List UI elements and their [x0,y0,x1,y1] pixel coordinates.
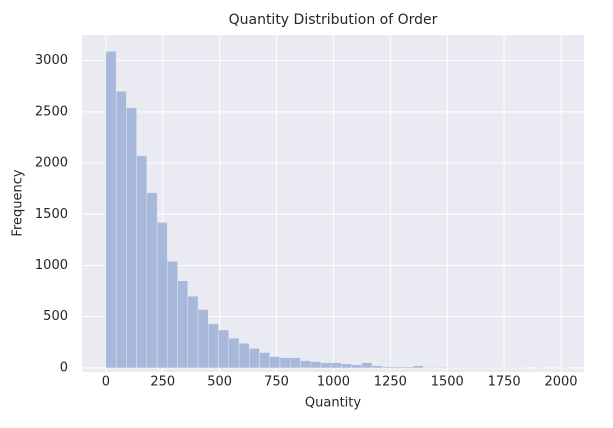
bar [392,366,404,369]
y-axis-label: Frequency [11,169,26,236]
bar [330,362,342,369]
y-tick-label: 3000 [35,53,68,68]
bar [146,192,158,369]
chart-title: Quantity Distribution of Order [229,12,438,28]
bar [279,357,291,369]
bar [310,361,322,369]
bar [300,360,311,369]
bar [423,367,434,369]
y-tick-label: 1500 [35,207,68,222]
bar [126,107,137,369]
bar [156,222,168,369]
bar [341,363,352,369]
bar [269,356,281,369]
bar [177,280,189,369]
x-tick-label: 1500 [431,375,464,390]
bar [361,362,373,369]
x-tick-label: 1000 [317,375,350,390]
x-tick-label: 500 [207,375,232,390]
bar [259,352,270,369]
bar [290,357,301,369]
bar [197,309,209,369]
y-tick-label: 1000 [35,258,68,273]
bar [433,367,445,369]
bar [167,261,178,369]
y-tick-label: 2000 [35,156,68,171]
x-tick-label: 2000 [544,375,577,390]
y-tick-label: 500 [43,309,68,324]
bar [115,91,127,369]
y-tick-label: 0 [60,360,68,375]
x-tick-label: 0 [102,375,110,390]
x-tick-label: 250 [150,375,175,390]
bar [402,366,414,369]
bar [228,337,240,369]
bar [351,364,363,369]
x-tick-label: 1250 [374,375,407,390]
bar [320,362,332,369]
bar [105,51,117,369]
bar [371,365,383,369]
bar [208,323,219,369]
bar [382,366,393,369]
bar [136,155,148,369]
bar [249,348,260,369]
bar [443,367,455,369]
x-tick-label: 1750 [488,375,521,390]
x-tick-label: 750 [264,375,289,390]
bar [412,365,424,369]
x-axis-label: Quantity [305,396,361,411]
bar [187,296,199,369]
y-tick-label: 2500 [35,104,68,119]
bar [238,343,250,369]
bar [218,329,229,369]
